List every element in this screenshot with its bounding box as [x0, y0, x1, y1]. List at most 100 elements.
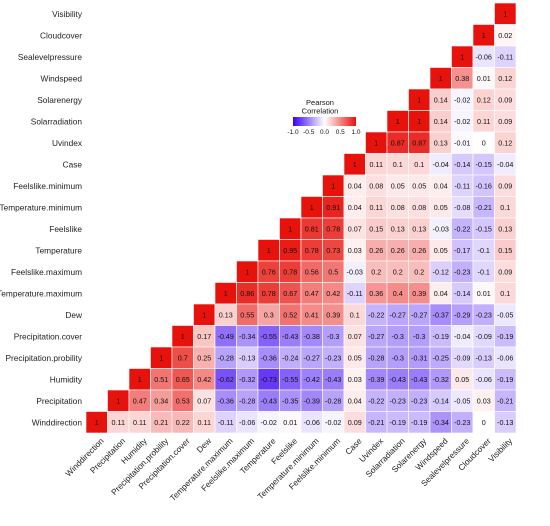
cell-value-label: -0.11 [497, 52, 513, 61]
cell-value-label: -0.24 [282, 353, 298, 362]
cell-value-label: -0.55 [282, 375, 298, 384]
cell-value-label: -0.1 [478, 267, 490, 276]
cell-value-label: 0.11 [370, 160, 383, 169]
cell-value-label: -0.11 [347, 289, 363, 298]
cell-value-label: -0.05 [454, 396, 470, 405]
cell-value-label: -0.06 [239, 418, 255, 427]
cell-value-label: -0.06 [476, 52, 492, 61]
cell-value-label: -0.19 [433, 332, 449, 341]
cell-value-label: 0.42 [326, 289, 340, 298]
y-tick-label: Solarradiation [31, 116, 83, 126]
cell-value-label: -0.23 [411, 396, 427, 405]
cell-value-label: -0.15 [476, 224, 492, 233]
cell-value-label: -0.3 [327, 332, 339, 341]
y-axis-tick-labels: Visibility Cloudcover Sealevelpressure Wind… [0, 9, 83, 428]
cell-value-label: -0.13 [476, 353, 492, 362]
y-tick-label: Temperature [35, 245, 82, 255]
cell-value-label: -0.27 [411, 310, 427, 319]
cell-value-label: -0.09 [476, 332, 492, 341]
cell-value-label: 0.07 [197, 396, 211, 405]
cell-value-label: -0.23 [476, 310, 492, 319]
y-tick-label: Temperature.minimum [0, 202, 82, 212]
cell-value-label: 0.13 [498, 224, 512, 233]
cell-value-label: 0.14 [434, 117, 448, 126]
cell-value-label: 1 [417, 117, 421, 126]
cell-value-label: 0.52 [283, 310, 297, 319]
cell-value-label: 0.13 [391, 224, 405, 233]
cell-value-label: 0.39 [412, 289, 426, 298]
cell-value-label: -0.3 [413, 332, 425, 341]
cell-value-label: 0.1 [500, 203, 510, 212]
cell-value-label: -0.27 [390, 310, 406, 319]
legend-tick-label: -1.0 [287, 129, 299, 136]
cell-value-label: 1 [159, 353, 163, 362]
cell-value-label: 0.21 [154, 418, 168, 427]
y-tick-label: Visibility [52, 9, 83, 19]
cell-value-label: -0.1 [478, 246, 490, 255]
cell-value-label: -0.36 [261, 353, 277, 362]
cell-value-label: 0.04 [434, 181, 448, 190]
cell-value-label: -0.23 [325, 353, 341, 362]
cell-value-label: 0.41 [305, 310, 319, 319]
cell-value-label: -0.02 [454, 95, 470, 104]
cell-value-label: 0.1 [350, 310, 360, 319]
cell-value-label: 1 [202, 310, 206, 319]
y-tick-label: Uvindex [52, 138, 83, 148]
cell-value-label: -0.27 [368, 332, 384, 341]
cell-value-label: -0.21 [497, 396, 513, 405]
cell-value-label: 0.34 [154, 396, 168, 405]
cell-value-label: -0.03 [433, 224, 449, 233]
cell-value-label: -0.19 [497, 375, 513, 384]
cell-value-label: -0.04 [454, 332, 470, 341]
cell-value-label: -0.21 [476, 203, 492, 212]
cell-value-label: -0.19 [411, 418, 427, 427]
cell-value-label: -0.02 [261, 418, 277, 427]
cell-value-label: 1 [353, 160, 357, 169]
cell-value-label: 0.87 [391, 138, 405, 147]
cell-value-label: 0.01 [477, 289, 491, 298]
cell-value-label: -0.25 [433, 353, 449, 362]
cell-value-label: 0.04 [434, 289, 448, 298]
cell-value-label: -0.43 [390, 375, 406, 384]
cell-value-label: 0.42 [197, 375, 211, 384]
cell-value-label: 1 [396, 117, 400, 126]
legend-title-line1: Pearson [306, 98, 334, 107]
cell-value-label: 1 [503, 9, 507, 18]
cell-value-label: -0.39 [304, 396, 320, 405]
cell-value-label: 0.01 [477, 74, 491, 83]
cell-value-label: -0.01 [454, 138, 470, 147]
cell-value-label: -0.32 [433, 375, 449, 384]
cell-value-label: -0.28 [368, 353, 384, 362]
cell-value-label: 0.12 [498, 138, 512, 147]
cell-value-label: 0.07 [348, 332, 362, 341]
cell-value-label: 0.7 [178, 353, 188, 362]
cell-value-label: 0.07 [348, 224, 362, 233]
legend-tick-label: 0.0 [320, 129, 329, 136]
y-tick-label: Feelslike [49, 224, 82, 234]
cell-value-label: 0.17 [197, 332, 211, 341]
y-tick-label: Precipitation.probility [5, 353, 82, 363]
y-tick-label: Case [63, 159, 83, 169]
legend-tick-label: 1.0 [351, 129, 360, 136]
cell-value-label: 0.05 [391, 181, 405, 190]
cell-value-label: 0.2 [393, 267, 403, 276]
cell-value-label: 0.05 [434, 203, 448, 212]
heatmap-cell [494, 411, 517, 434]
cell-value-label: -0.14 [433, 396, 449, 405]
cell-value-label: -0.11 [454, 181, 470, 190]
cell-value-label: 1 [116, 396, 120, 405]
cell-value-label: -0.13 [497, 418, 513, 427]
cell-value-label: 0.11 [198, 418, 211, 427]
cell-value-label: -0.31 [411, 353, 427, 362]
cell-value-label: 0.39 [326, 310, 340, 319]
cell-value-label: 0.14 [434, 95, 448, 104]
cell-value-label: 0.81 [305, 224, 319, 233]
cell-value-label: 0.05 [455, 375, 469, 384]
cell-value-label: 0.91 [326, 203, 340, 212]
y-tick-label: Dew [65, 310, 83, 320]
cell-value-label: 0.1 [393, 160, 403, 169]
cell-value-label: 0.22 [176, 418, 190, 427]
cell-value-label: -0.3 [392, 332, 404, 341]
cell-value-label: -0.22 [454, 224, 470, 233]
